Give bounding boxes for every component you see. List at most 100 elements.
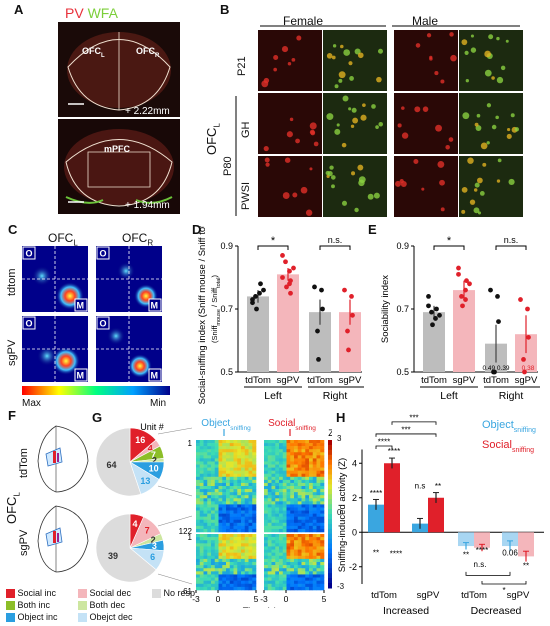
raster-cell bbox=[229, 574, 234, 578]
pie-slice-label: 7 bbox=[151, 450, 156, 460]
col-brackets bbox=[260, 25, 520, 27]
raster-cell bbox=[229, 476, 234, 481]
raster-cell bbox=[312, 461, 317, 465]
raster-cell bbox=[264, 558, 269, 563]
raster-cell bbox=[286, 467, 291, 471]
raster-cell bbox=[297, 519, 302, 524]
legend-social-dec: Social dec bbox=[78, 588, 131, 599]
raster-cell bbox=[294, 501, 299, 505]
raster-cell bbox=[275, 549, 280, 553]
raster-cell bbox=[218, 492, 223, 496]
raster-cell bbox=[203, 580, 208, 585]
raster-cell bbox=[309, 577, 314, 581]
raster-cell bbox=[207, 516, 212, 521]
raster-cell bbox=[211, 574, 216, 578]
x-tick-label: 0 bbox=[284, 594, 289, 604]
raster-cell bbox=[297, 473, 302, 478]
data-point bbox=[456, 271, 461, 277]
raster-cell bbox=[199, 516, 204, 521]
raster-cell bbox=[309, 546, 314, 550]
raster-cell bbox=[275, 470, 280, 475]
raster-cell bbox=[316, 516, 321, 521]
colorbar-segment bbox=[328, 464, 332, 471]
raster-cell bbox=[218, 516, 223, 521]
raster-cell bbox=[271, 482, 276, 487]
raster-cell bbox=[312, 534, 317, 538]
raster-cell bbox=[305, 534, 310, 538]
raster-cell bbox=[248, 568, 253, 572]
cell-soma bbox=[309, 122, 317, 130]
raster-cell bbox=[226, 583, 231, 588]
bar bbox=[428, 497, 444, 533]
raster-cell bbox=[286, 555, 291, 560]
data-point bbox=[488, 287, 493, 293]
significance-marker: ** bbox=[463, 550, 469, 559]
panel-label-d: D bbox=[192, 222, 202, 237]
raster-cell bbox=[252, 449, 257, 453]
raster-cell bbox=[207, 558, 212, 563]
raster-cell bbox=[279, 495, 284, 499]
raster-cell bbox=[294, 580, 299, 585]
raster-cell bbox=[316, 574, 321, 578]
raster-cell bbox=[297, 476, 302, 481]
x-tick-label: sgPV bbox=[515, 375, 538, 386]
raster-cell bbox=[241, 516, 246, 521]
cell-soma bbox=[289, 117, 294, 122]
raster-cell bbox=[301, 525, 306, 530]
raster-cell bbox=[222, 446, 227, 450]
cell-soma bbox=[439, 179, 445, 186]
raster-cell bbox=[214, 546, 219, 550]
raster-cell bbox=[203, 555, 208, 560]
raster-cell bbox=[237, 574, 242, 578]
raster-cell bbox=[279, 540, 284, 544]
raster-cell bbox=[305, 455, 310, 459]
raster-cell bbox=[305, 555, 310, 560]
raster-cell bbox=[226, 440, 231, 444]
raster-cell bbox=[279, 534, 284, 538]
raster-cell bbox=[279, 501, 284, 505]
data-point bbox=[350, 312, 355, 318]
raster-cell bbox=[244, 507, 249, 511]
raster-cell bbox=[294, 546, 299, 550]
colorbar-segment bbox=[328, 548, 332, 554]
raster-cell bbox=[279, 516, 284, 521]
raster-cell bbox=[203, 492, 208, 496]
legend-no-resp: No resp bbox=[152, 588, 195, 599]
raster-cell bbox=[196, 455, 201, 459]
raster-cell bbox=[305, 516, 310, 521]
raster-cell bbox=[282, 519, 287, 524]
raster-cell bbox=[203, 440, 208, 444]
raster-cell bbox=[196, 516, 201, 521]
significance-ns: n.s. bbox=[504, 235, 519, 245]
raster-cell bbox=[312, 470, 317, 475]
raster-cell bbox=[244, 455, 249, 459]
raster-cell bbox=[226, 486, 231, 490]
raster-cell bbox=[226, 568, 231, 572]
raster-cell bbox=[320, 476, 325, 481]
raster-cell bbox=[282, 479, 287, 484]
raster-cell bbox=[218, 574, 223, 578]
raster-cell bbox=[312, 486, 317, 490]
raster-cell bbox=[279, 510, 284, 514]
raster-cell bbox=[301, 489, 306, 493]
raster-cell bbox=[267, 513, 272, 517]
pie-slice-label: 2 bbox=[151, 535, 156, 545]
raster-cell bbox=[252, 440, 257, 444]
raster-cell bbox=[264, 443, 269, 447]
raster-cell bbox=[233, 504, 238, 508]
raster-cell bbox=[271, 464, 276, 468]
raster-cell bbox=[218, 446, 223, 450]
raster-cell bbox=[222, 489, 227, 493]
cell-soma bbox=[327, 171, 333, 177]
raster-cell bbox=[203, 571, 208, 575]
raster-cell bbox=[297, 507, 302, 511]
raster-cell bbox=[271, 540, 276, 544]
y-tick-label: 0.9 bbox=[220, 241, 233, 251]
group-label: Increased bbox=[383, 605, 429, 617]
raster-cell bbox=[282, 458, 287, 462]
raster-cell bbox=[211, 537, 216, 541]
raster-cell bbox=[203, 498, 208, 502]
raster-cell bbox=[309, 571, 314, 575]
raster-cell bbox=[275, 486, 280, 490]
